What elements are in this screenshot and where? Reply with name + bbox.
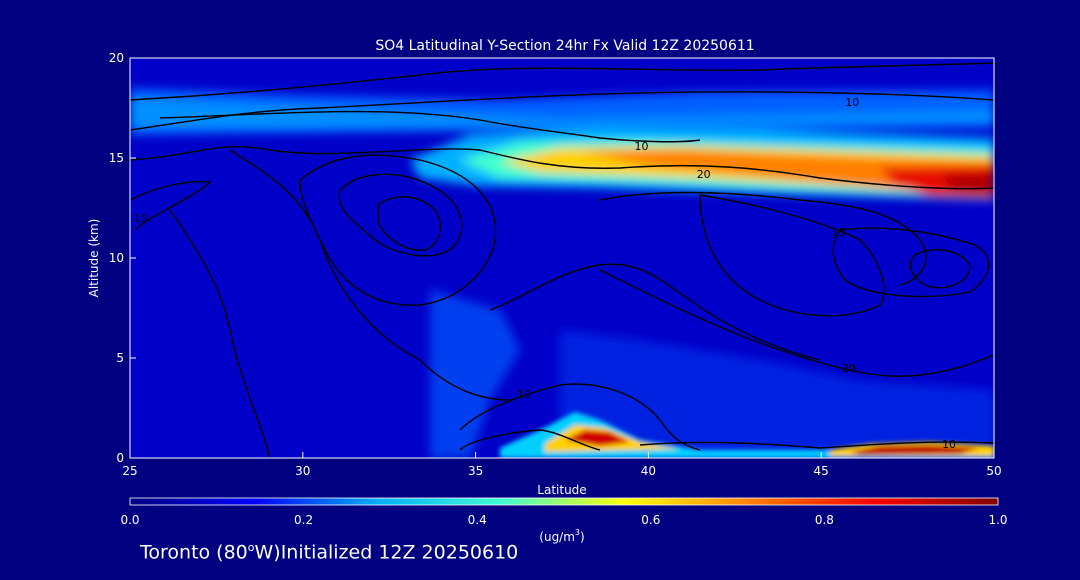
concentration-field: 10 10 20 10 15 20 10 10 (130, 58, 994, 458)
contour-line (639, 441, 994, 449)
contour-line (169, 209, 271, 458)
colorbar: 0.0 0.2 0.4 0.6 0.8 1.0 (ug/m3) (120, 497, 1008, 544)
colorbar-tick-label: 0.4 (468, 513, 487, 527)
contour-line (130, 91, 994, 131)
contour-line (159, 110, 701, 143)
contour-line (832, 227, 990, 298)
contour-value-label: 10 (133, 212, 147, 225)
colorbar-tick-label: 0.0 (120, 513, 139, 527)
contour-line (338, 173, 463, 257)
x-tick-label: 30 (295, 464, 310, 478)
colorbar-unit-label: (ug/m3) (539, 528, 584, 544)
contour-line (299, 154, 497, 306)
y-axis-label: Altitude (km) (87, 219, 101, 298)
contour-line (130, 62, 994, 101)
contour-line (699, 194, 885, 317)
contour-value-label: 20 (842, 362, 856, 375)
lower-troposphere-haze (560, 330, 994, 458)
y-tick-label: 5 (116, 351, 124, 365)
contour-labels: 10 10 20 10 15 20 10 10 (133, 96, 956, 451)
contour-value-label: 20 (697, 168, 711, 181)
forecast-init-caption: Toronto (80oW)Initialized 12Z 20250610 (140, 541, 519, 564)
contour-line (489, 263, 821, 361)
contour-line (377, 196, 441, 251)
x-tick-label: 45 (814, 464, 829, 478)
contour-line (459, 383, 701, 451)
chart-title: SO4 Latitudinal Y-Section 24hr Fx Valid … (375, 38, 754, 54)
x-tick-label: 35 (468, 464, 483, 478)
contour-line (130, 145, 994, 190)
y-tick-label: 10 (109, 251, 124, 265)
x-axis-ticks: 25 30 35 40 45 50 (122, 452, 1002, 478)
colorbar-tick-label: 0.6 (641, 513, 660, 527)
colorbar-ramp (129, 497, 999, 506)
colorbar-tick-label: 0.8 (815, 513, 834, 527)
high-level-band-core (130, 98, 994, 128)
surface-max-right-red (850, 445, 980, 455)
colorbar-tick-label: 0.2 (294, 513, 313, 527)
x-tick-label: 25 (122, 464, 137, 478)
contour-lines (130, 62, 994, 458)
contour-line (599, 191, 927, 286)
contour-value-label: 10 (634, 140, 648, 153)
contour-line (909, 249, 971, 289)
surface-max-left-red (565, 430, 630, 446)
x-tick-label: 40 (641, 464, 656, 478)
y-tick-label: 20 (109, 51, 124, 65)
contour-line (459, 429, 601, 451)
contour-value-label: 10 (942, 438, 956, 451)
contour-value-label: 10 (845, 96, 859, 109)
y-tick-label: 15 (109, 151, 124, 165)
contour-value-label: 10 (517, 388, 531, 401)
contour-line (130, 180, 212, 231)
contour-line (599, 269, 994, 377)
colorbar-ticks: 0.0 0.2 0.4 0.6 0.8 1.0 (120, 513, 1007, 527)
y-axis-ticks: 0 5 10 15 20 (109, 51, 136, 465)
contour-line (229, 149, 511, 401)
colorbar-tick-label: 1.0 (988, 513, 1007, 527)
x-tick-label: 50 (986, 464, 1001, 478)
mid-level-plume (430, 290, 520, 458)
x-axis-label: Latitude (537, 483, 586, 497)
contour-value-label: 15 (831, 226, 845, 239)
y-tick-label: 0 (116, 451, 124, 465)
